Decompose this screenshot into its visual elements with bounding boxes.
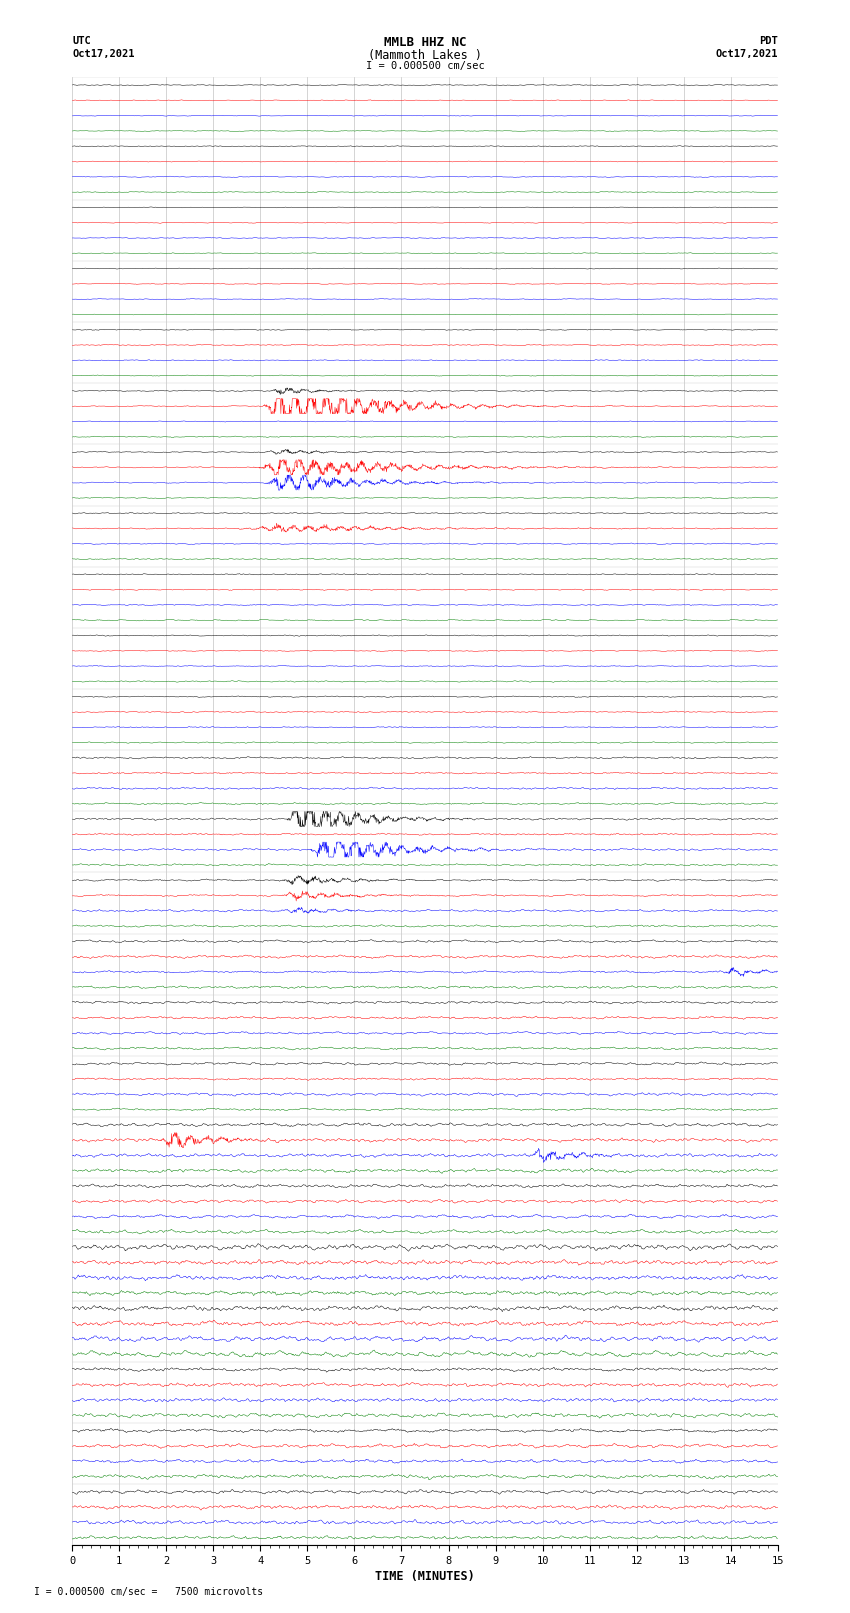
X-axis label: TIME (MINUTES): TIME (MINUTES) xyxy=(375,1569,475,1582)
Text: MMLB HHZ NC: MMLB HHZ NC xyxy=(383,37,467,50)
Text: Oct17,2021: Oct17,2021 xyxy=(72,50,135,60)
Text: I = 0.000500 cm/sec: I = 0.000500 cm/sec xyxy=(366,61,484,71)
Text: PDT: PDT xyxy=(759,37,778,47)
Text: I = 0.000500 cm/sec =   7500 microvolts: I = 0.000500 cm/sec = 7500 microvolts xyxy=(34,1587,264,1597)
Text: UTC: UTC xyxy=(72,37,91,47)
Text: Oct17,2021: Oct17,2021 xyxy=(715,50,778,60)
Text: (Mammoth Lakes ): (Mammoth Lakes ) xyxy=(368,50,482,63)
